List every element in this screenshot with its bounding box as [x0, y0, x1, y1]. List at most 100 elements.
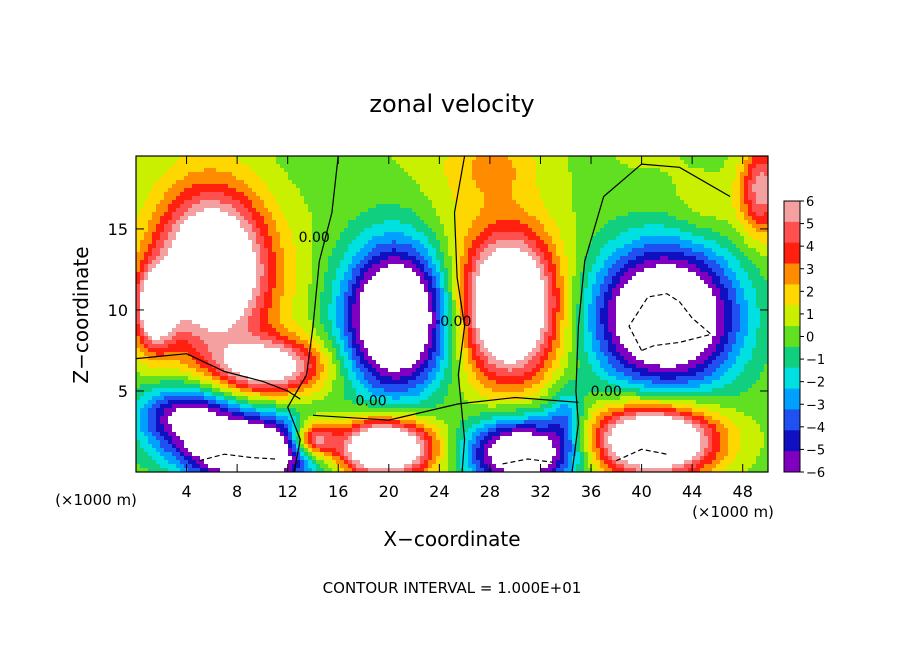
- heatmap-cell: [724, 244, 728, 248]
- heatmap-cell: [652, 264, 656, 268]
- heatmap-cell: [392, 164, 396, 168]
- heatmap-cell: [264, 208, 268, 212]
- heatmap-cell: [568, 196, 572, 200]
- heatmap-cell: [620, 184, 624, 188]
- heatmap-cell: [156, 264, 160, 268]
- heatmap-cell: [564, 188, 568, 192]
- heatmap-cell: [676, 188, 680, 192]
- heatmap-cell: [604, 248, 608, 252]
- heatmap-cell: [252, 192, 256, 196]
- heatmap-cell: [604, 260, 608, 264]
- heatmap-cell: [232, 196, 236, 200]
- heatmap-cell: [696, 204, 700, 208]
- heatmap-cell: [384, 252, 388, 256]
- heatmap-cell: [316, 184, 320, 188]
- heatmap-cell: [328, 192, 332, 196]
- heatmap-cell: [140, 280, 144, 284]
- heatmap-cell: [384, 180, 388, 184]
- heatmap-cell: [612, 256, 616, 260]
- heatmap-cell: [368, 252, 372, 256]
- heatmap-cell: [648, 208, 652, 212]
- heatmap-cell: [764, 244, 768, 248]
- heatmap-cell: [708, 240, 712, 244]
- heatmap-cell: [440, 204, 444, 208]
- heatmap-cell: [240, 204, 244, 208]
- heatmap-cell: [180, 240, 184, 244]
- heatmap-cell: [516, 156, 520, 160]
- heatmap-cell: [400, 208, 404, 212]
- heatmap-cell: [712, 168, 716, 172]
- heatmap-cell: [304, 216, 308, 220]
- heatmap-cell: [464, 240, 468, 244]
- heatmap-cell: [340, 236, 344, 240]
- heatmap-cell: [528, 224, 532, 228]
- heatmap-cell: [140, 164, 144, 168]
- heatmap-cell: [432, 180, 436, 184]
- heatmap-cell: [436, 232, 440, 236]
- heatmap-cell: [552, 220, 556, 224]
- heatmap-cell: [568, 176, 572, 180]
- heatmap-cell: [484, 160, 488, 164]
- heatmap-cell: [620, 260, 624, 264]
- heatmap-cell: [668, 224, 672, 228]
- heatmap-cell: [408, 156, 412, 160]
- heatmap-cell: [608, 252, 612, 256]
- heatmap-cell: [148, 164, 152, 168]
- heatmap-cell: [596, 248, 600, 252]
- heatmap-cell: [464, 172, 468, 176]
- heatmap-cell: [308, 268, 312, 272]
- heatmap-cell: [656, 232, 660, 236]
- heatmap-cell: [592, 192, 596, 196]
- heatmap-cell: [300, 268, 304, 272]
- heatmap-cell: [200, 212, 204, 216]
- heatmap-cell: [284, 184, 288, 188]
- heatmap-cell: [320, 264, 324, 268]
- heatmap-cell: [252, 272, 256, 276]
- heatmap-cell: [432, 244, 436, 248]
- heatmap-cell: [240, 220, 244, 224]
- heatmap-cell: [596, 188, 600, 192]
- heatmap-cell: [424, 176, 428, 180]
- heatmap-cell: [448, 268, 452, 272]
- heatmap-cell: [188, 176, 192, 180]
- heatmap-cell: [444, 244, 448, 248]
- heatmap-cell: [284, 204, 288, 208]
- heatmap-cell: [752, 208, 756, 212]
- heatmap-cell: [288, 228, 292, 232]
- heatmap-cell: [492, 248, 496, 252]
- heatmap-cell: [188, 164, 192, 168]
- heatmap-cell: [348, 252, 352, 256]
- heatmap-cell: [696, 196, 700, 200]
- heatmap-cell: [516, 264, 520, 268]
- heatmap-cell: [652, 232, 656, 236]
- heatmap-cell: [512, 180, 516, 184]
- heatmap-cell: [360, 264, 364, 268]
- heatmap-cell: [496, 276, 500, 280]
- heatmap-cell: [460, 248, 464, 252]
- heatmap-cell: [704, 188, 708, 192]
- heatmap-cell: [728, 212, 732, 216]
- heatmap-cell: [332, 216, 336, 220]
- heatmap-cell: [552, 244, 556, 248]
- heatmap-cell: [512, 192, 516, 196]
- heatmap-cell: [556, 156, 560, 160]
- heatmap-cell: [252, 216, 256, 220]
- heatmap-cell: [716, 160, 720, 164]
- heatmap-cell: [632, 240, 636, 244]
- heatmap-cell: [640, 272, 644, 276]
- heatmap-cell: [440, 156, 444, 160]
- heatmap-cell: [584, 212, 588, 216]
- heatmap-cell: [316, 200, 320, 204]
- heatmap-cell: [136, 200, 140, 204]
- heatmap-cell: [628, 220, 632, 224]
- heatmap-cell: [436, 196, 440, 200]
- heatmap-cell: [148, 228, 152, 232]
- heatmap-cell: [564, 240, 568, 244]
- heatmap-cell: [532, 240, 536, 244]
- heatmap-cell: [440, 240, 444, 244]
- heatmap-cell: [224, 248, 228, 252]
- heatmap-cell: [576, 172, 580, 176]
- heatmap-cell: [572, 276, 576, 280]
- heatmap-cell: [332, 264, 336, 268]
- heatmap-cell: [504, 264, 508, 268]
